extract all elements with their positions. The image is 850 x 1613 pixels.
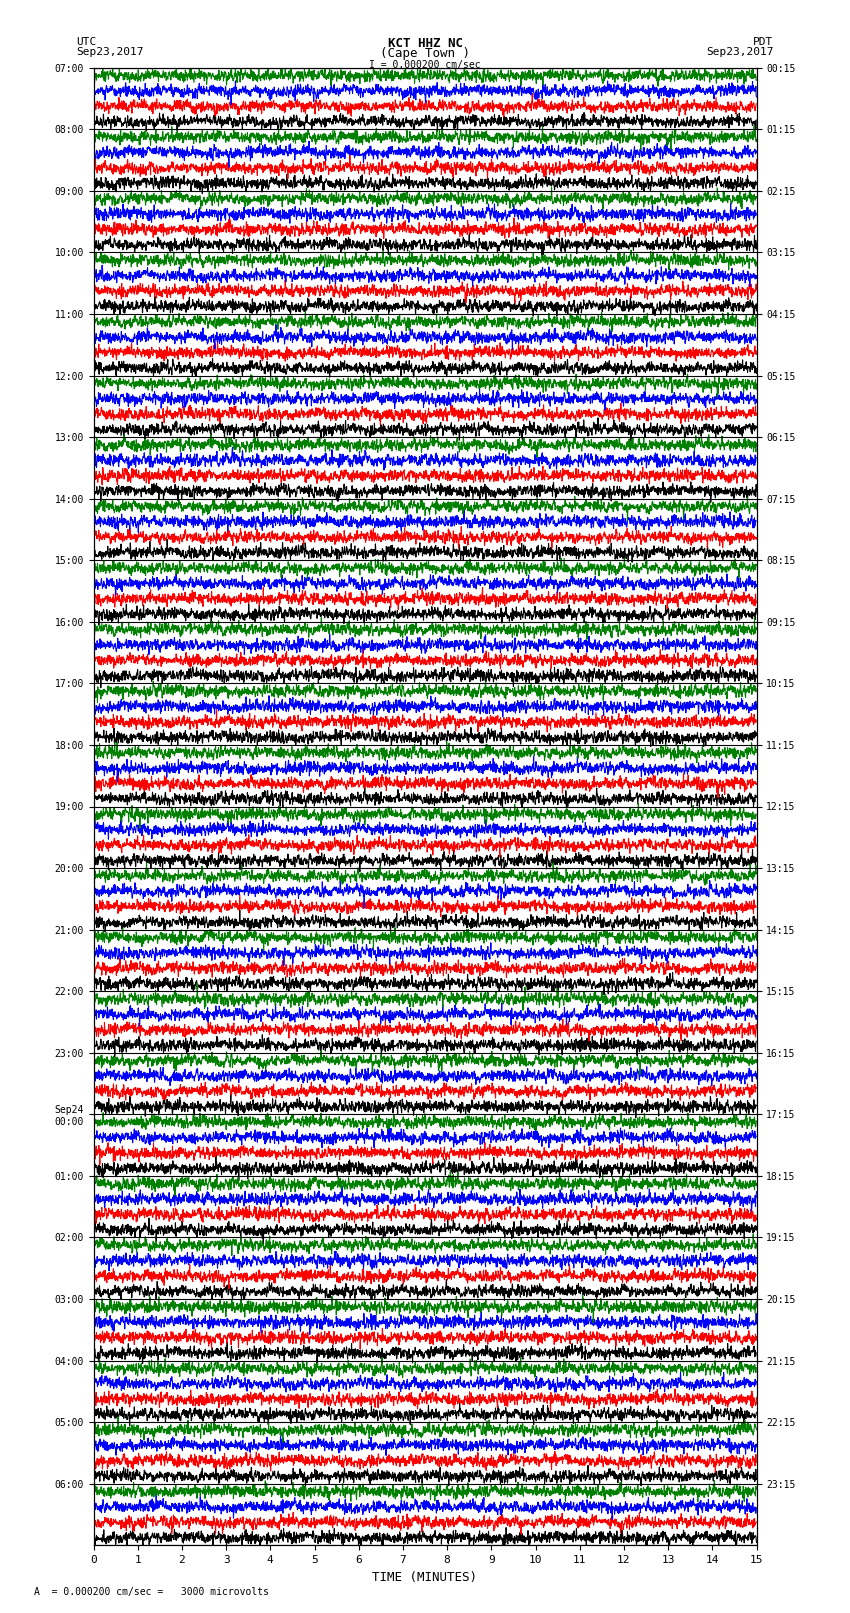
X-axis label: TIME (MINUTES): TIME (MINUTES) xyxy=(372,1571,478,1584)
Text: (Cape Town ): (Cape Town ) xyxy=(380,47,470,60)
Text: Sep23,2017: Sep23,2017 xyxy=(76,47,144,56)
Text: UTC: UTC xyxy=(76,37,97,47)
Text: PDT: PDT xyxy=(753,37,774,47)
Text: Sep23,2017: Sep23,2017 xyxy=(706,47,774,56)
Text: I = 0.000200 cm/sec: I = 0.000200 cm/sec xyxy=(369,60,481,69)
Text: A  = 0.000200 cm/sec =   3000 microvolts: A = 0.000200 cm/sec = 3000 microvolts xyxy=(34,1587,269,1597)
Text: KCT HHZ NC: KCT HHZ NC xyxy=(388,37,462,50)
